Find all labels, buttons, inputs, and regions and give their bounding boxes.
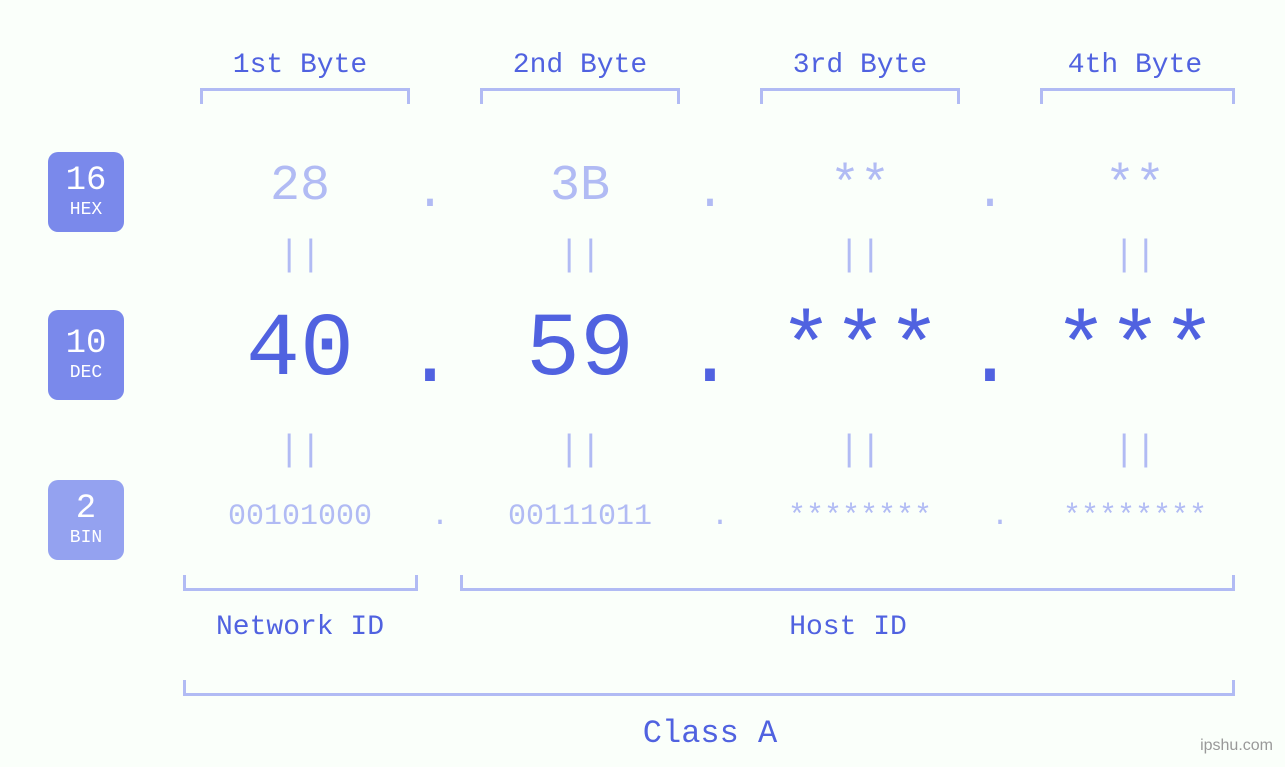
dec-dot-1: .	[404, 310, 455, 407]
hex-val-4: **	[1105, 158, 1165, 215]
hex-dot-3: .	[975, 165, 1005, 222]
badge-bin: 2 BIN	[48, 480, 124, 560]
bracket-class	[183, 680, 1235, 696]
badge-bin-num: 2	[76, 491, 96, 528]
bracket-byte-3	[760, 88, 960, 104]
hex-dot-2: .	[695, 165, 725, 222]
eq-decbin-2: ||	[558, 430, 601, 471]
eq-decbin-1: ||	[278, 430, 321, 471]
eq-hexdec-4: ||	[1113, 235, 1156, 276]
eq-hexdec-3: ||	[838, 235, 881, 276]
dec-val-3: ***	[779, 300, 941, 402]
bin-dot-3: .	[991, 500, 1009, 534]
bin-val-3: ********	[788, 500, 932, 534]
badge-dec: 10 DEC	[48, 310, 124, 400]
bin-val-2: 00111011	[508, 500, 652, 534]
bin-dot-1: .	[431, 500, 449, 534]
hex-val-1: 28	[270, 158, 330, 215]
byte-label-3: 3rd Byte	[793, 50, 927, 81]
badge-hex-num: 16	[66, 163, 107, 200]
byte-label-4: 4th Byte	[1068, 50, 1202, 81]
label-network: Network ID	[216, 612, 384, 643]
bracket-byte-4	[1040, 88, 1235, 104]
eq-hexdec-1: ||	[278, 235, 321, 276]
bin-dot-2: .	[711, 500, 729, 534]
dec-val-1: 40	[246, 300, 354, 402]
hex-val-2: 3B	[550, 158, 610, 215]
bin-val-1: 00101000	[228, 500, 372, 534]
hex-dot-1: .	[415, 165, 445, 222]
badge-hex: 16 HEX	[48, 152, 124, 232]
byte-label-2: 2nd Byte	[513, 50, 647, 81]
dec-val-2: 59	[526, 300, 634, 402]
bin-val-4: ********	[1063, 500, 1207, 534]
badge-dec-lbl: DEC	[70, 364, 102, 384]
bracket-byte-1	[200, 88, 410, 104]
eq-hexdec-2: ||	[558, 235, 601, 276]
dec-val-4: ***	[1054, 300, 1216, 402]
badge-bin-lbl: BIN	[70, 529, 102, 549]
bracket-byte-2	[480, 88, 680, 104]
label-host: Host ID	[789, 612, 907, 643]
badge-dec-num: 10	[66, 326, 107, 363]
watermark: ipshu.com	[1200, 737, 1273, 755]
label-class: Class A	[643, 715, 777, 752]
bracket-host	[460, 575, 1235, 591]
dec-dot-3: .	[964, 310, 1015, 407]
bracket-network	[183, 575, 418, 591]
hex-val-3: **	[830, 158, 890, 215]
badge-hex-lbl: HEX	[70, 201, 102, 221]
eq-decbin-3: ||	[838, 430, 881, 471]
dec-dot-2: .	[684, 310, 735, 407]
byte-label-1: 1st Byte	[233, 50, 367, 81]
eq-decbin-4: ||	[1113, 430, 1156, 471]
